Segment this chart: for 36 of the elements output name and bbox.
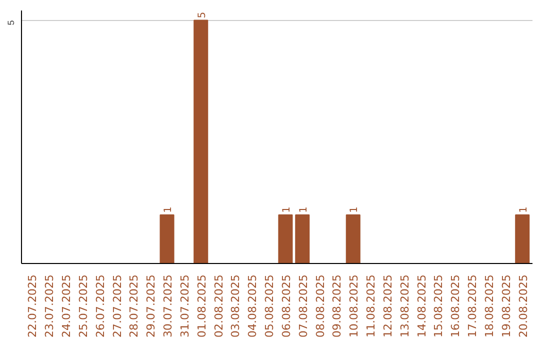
x-tick-label: 18.08.2025	[483, 274, 496, 338]
x-tick-label: 05.08.2025	[263, 274, 276, 338]
x-tick-label: 06.08.2025	[280, 274, 293, 338]
data-label: 1	[163, 206, 174, 213]
data-label: 1	[518, 206, 530, 213]
x-tick-label: 01.08.2025	[195, 274, 208, 338]
data-label: 5	[196, 12, 208, 18]
x-tick-label: 25.07.2025	[76, 274, 90, 338]
x-tick-label: 16.08.2025	[449, 274, 462, 338]
x-tick-label: 19.08.2025	[500, 274, 513, 338]
x-tick-label: 30.07.2025	[162, 274, 175, 338]
x-tick-label: 26.07.2025	[94, 274, 107, 338]
x-tick-label: 13.08.2025	[398, 274, 412, 338]
x-tick-label: 02.08.2025	[212, 274, 226, 338]
x-tick-label: 11.08.2025	[364, 274, 378, 338]
x-tick-label: 09.08.2025	[330, 274, 344, 338]
x-tick-label: 23.07.2025	[43, 274, 56, 338]
x-tick-label: 20.08.2025	[516, 274, 530, 338]
x-tick-label: 27.07.2025	[110, 274, 124, 338]
x-tick-label: 31.07.2025	[178, 274, 192, 338]
x-tick-label: 07.08.2025	[296, 274, 310, 338]
x-tick-label: 10.08.2025	[348, 274, 361, 338]
x-tick-label: 12.08.2025	[381, 274, 394, 338]
data-label: 1	[349, 206, 360, 213]
x-tick-label: 14.08.2025	[415, 274, 428, 338]
x-tick-label: 08.08.2025	[314, 274, 327, 338]
x-tick-label: 22.07.2025	[26, 274, 40, 338]
x-tick-label: 24.07.2025	[60, 274, 73, 338]
data-label: 1	[298, 206, 310, 213]
x-tick-label: 29.07.2025	[144, 274, 158, 338]
x-tick-label: 17.08.2025	[466, 274, 480, 338]
data-label: 1	[281, 206, 292, 213]
x-tick-label: 03.08.2025	[229, 274, 242, 338]
x-tick-label: 15.08.2025	[432, 274, 446, 338]
x-tick-label: 04.08.2025	[246, 274, 260, 338]
x-tick-label: 28.07.2025	[128, 274, 141, 338]
